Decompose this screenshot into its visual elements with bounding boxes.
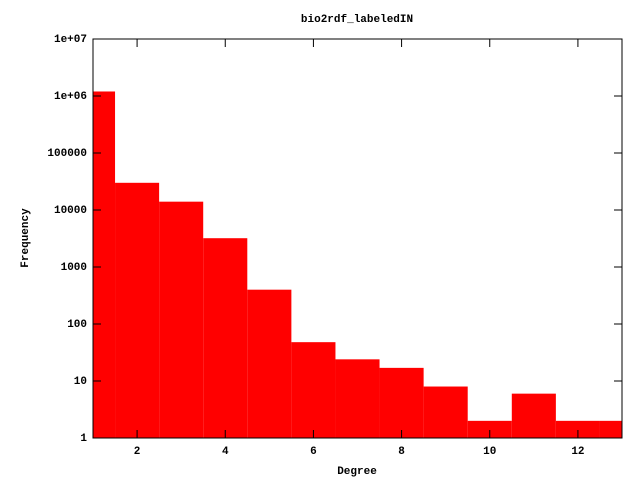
y-tick-label: 1e+06 — [54, 91, 87, 103]
bar — [291, 342, 336, 438]
bars — [93, 91, 622, 438]
bar — [203, 238, 248, 438]
bar — [159, 201, 204, 438]
bar — [423, 386, 468, 438]
bar — [511, 393, 556, 438]
bar — [115, 182, 160, 438]
bar — [93, 91, 116, 438]
y-tick-label: 100000 — [47, 148, 87, 160]
y-tick-label: 10000 — [54, 205, 87, 217]
x-tick-label: 10 — [483, 446, 496, 458]
y-tick-label: 1 — [80, 433, 87, 445]
x-tick-label: 6 — [310, 446, 317, 458]
y-tick-label: 100 — [67, 319, 87, 331]
y-tick-label: 10 — [74, 376, 87, 388]
x-axis-label: Degree — [337, 466, 377, 478]
x-tick-label: 2 — [134, 446, 141, 458]
bar — [555, 420, 600, 438]
x-tick-label: 8 — [398, 446, 405, 458]
y-axis-label: Frequency — [20, 208, 32, 268]
x-tick-label: 4 — [222, 446, 229, 458]
bar — [379, 367, 424, 438]
x-tick-label: 12 — [571, 446, 584, 458]
bar — [467, 420, 512, 438]
y-tick-label: 1e+07 — [54, 34, 87, 46]
plot-frame — [92, 38, 623, 439]
bar — [335, 359, 380, 438]
bar — [599, 420, 622, 438]
bar — [247, 289, 292, 438]
y-tick-label: 1000 — [61, 262, 87, 274]
chart-title: bio2rdf_labeledIN — [301, 14, 413, 26]
